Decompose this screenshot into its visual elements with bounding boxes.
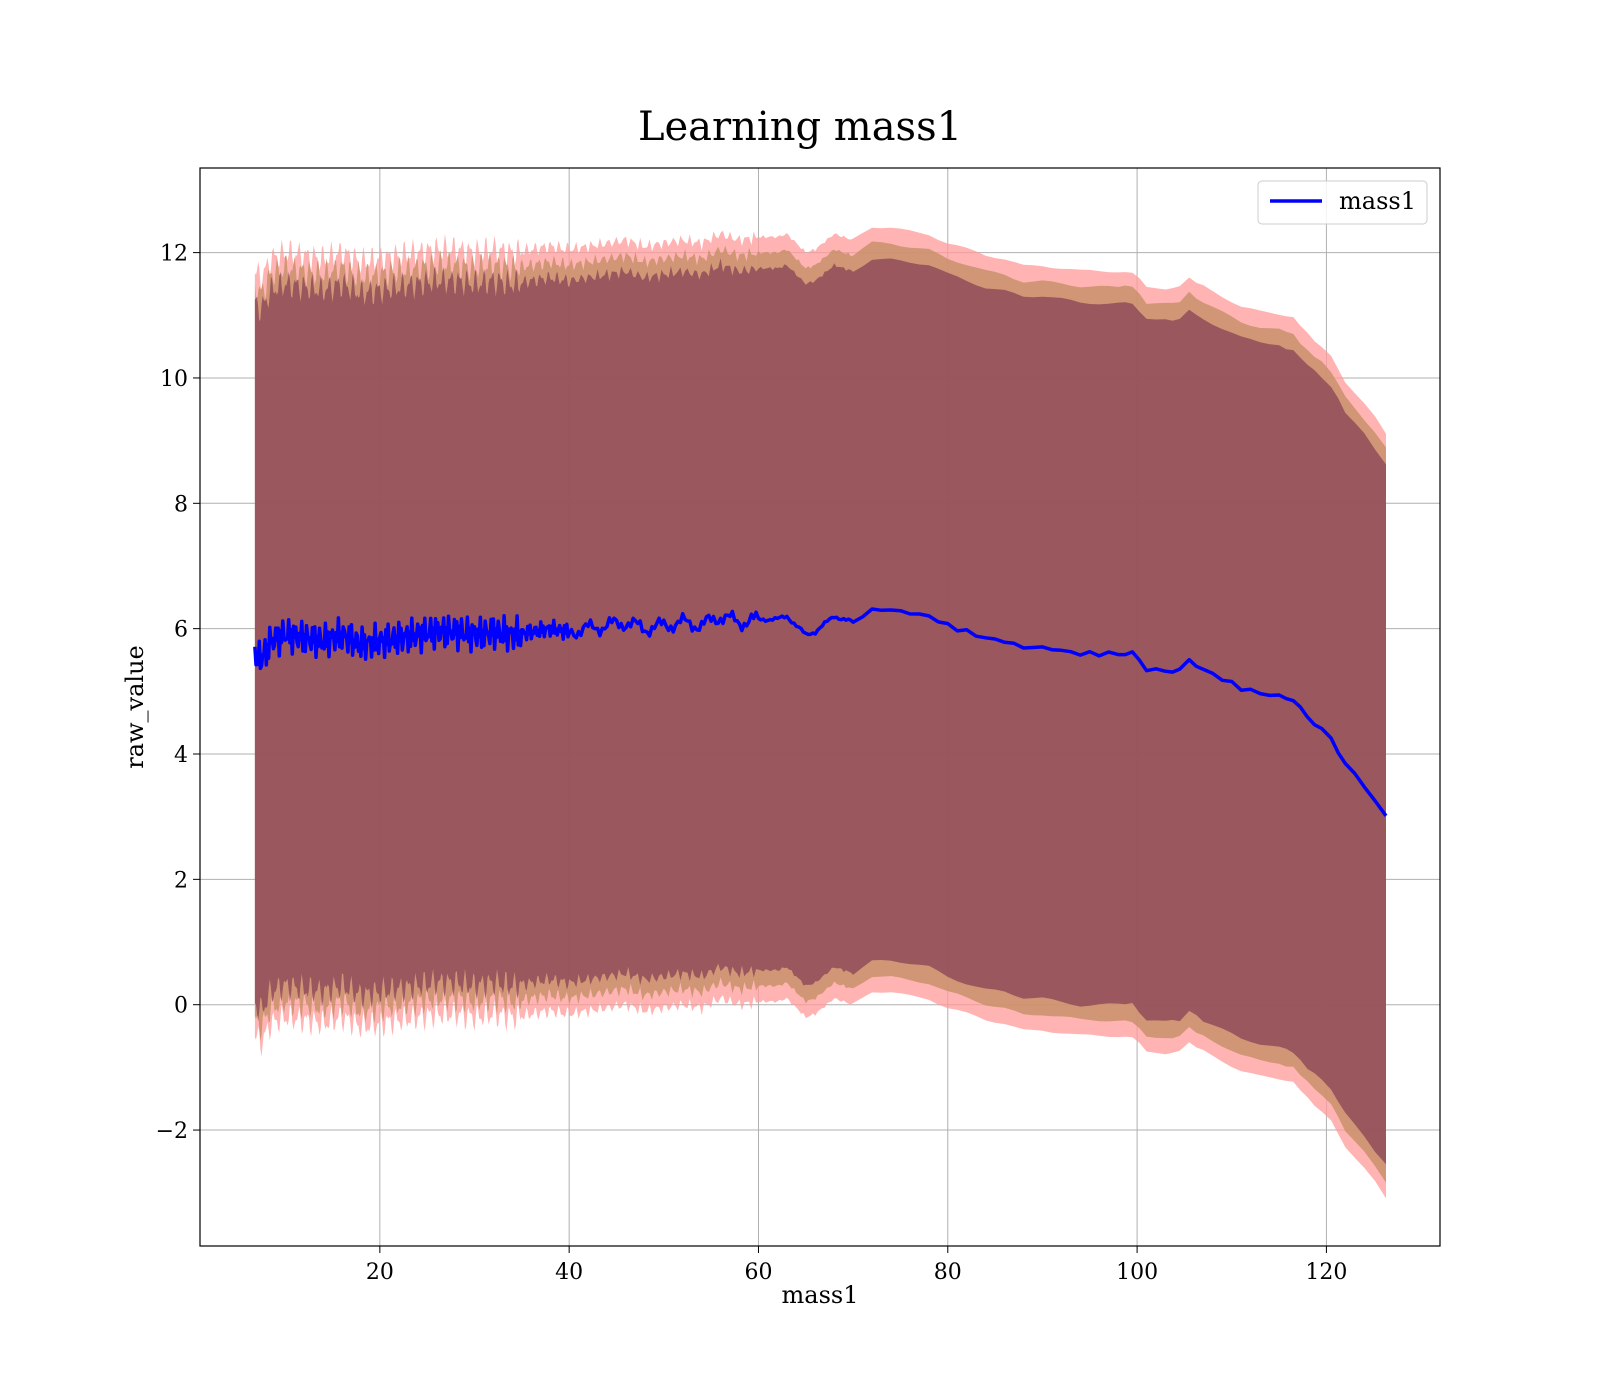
y-tick-label: 10	[160, 367, 188, 392]
x-axis-label: mass1	[782, 1281, 859, 1309]
y-tick-label: 2	[174, 868, 188, 893]
y-tick-label: 0	[174, 994, 188, 1019]
series-line-mass1	[253, 607, 1388, 817]
chart-title: Learning mass1	[638, 104, 962, 150]
x-tick-label: 20	[366, 1260, 394, 1285]
y-tick-label: 4	[174, 743, 188, 768]
y-tick-label: 8	[174, 492, 188, 517]
y-axis-label: raw_value	[121, 645, 149, 769]
y-tick-label: −2	[156, 1119, 188, 1144]
legend-label-mass1: mass1	[1339, 187, 1416, 215]
bands	[254, 227, 1386, 1199]
legend-box	[1257, 180, 1428, 225]
y-tick-label: 12	[160, 242, 188, 267]
plot-frame	[199, 167, 1441, 1247]
y-tick-label: 6	[174, 618, 188, 643]
inner-band	[254, 258, 1386, 1165]
x-tick-label: 120	[1305, 1260, 1347, 1285]
series-lines	[253, 607, 1388, 817]
x-tick-label: 40	[555, 1260, 583, 1285]
x-tick-label: 60	[744, 1260, 772, 1285]
x-tick-label: 80	[934, 1260, 962, 1285]
x-tick-label: 100	[1116, 1260, 1158, 1285]
legend: mass1	[1257, 180, 1428, 225]
ticks: 20 40 60 80 100 120 −2 0 2 4 6 8 10 12	[156, 242, 1348, 1285]
